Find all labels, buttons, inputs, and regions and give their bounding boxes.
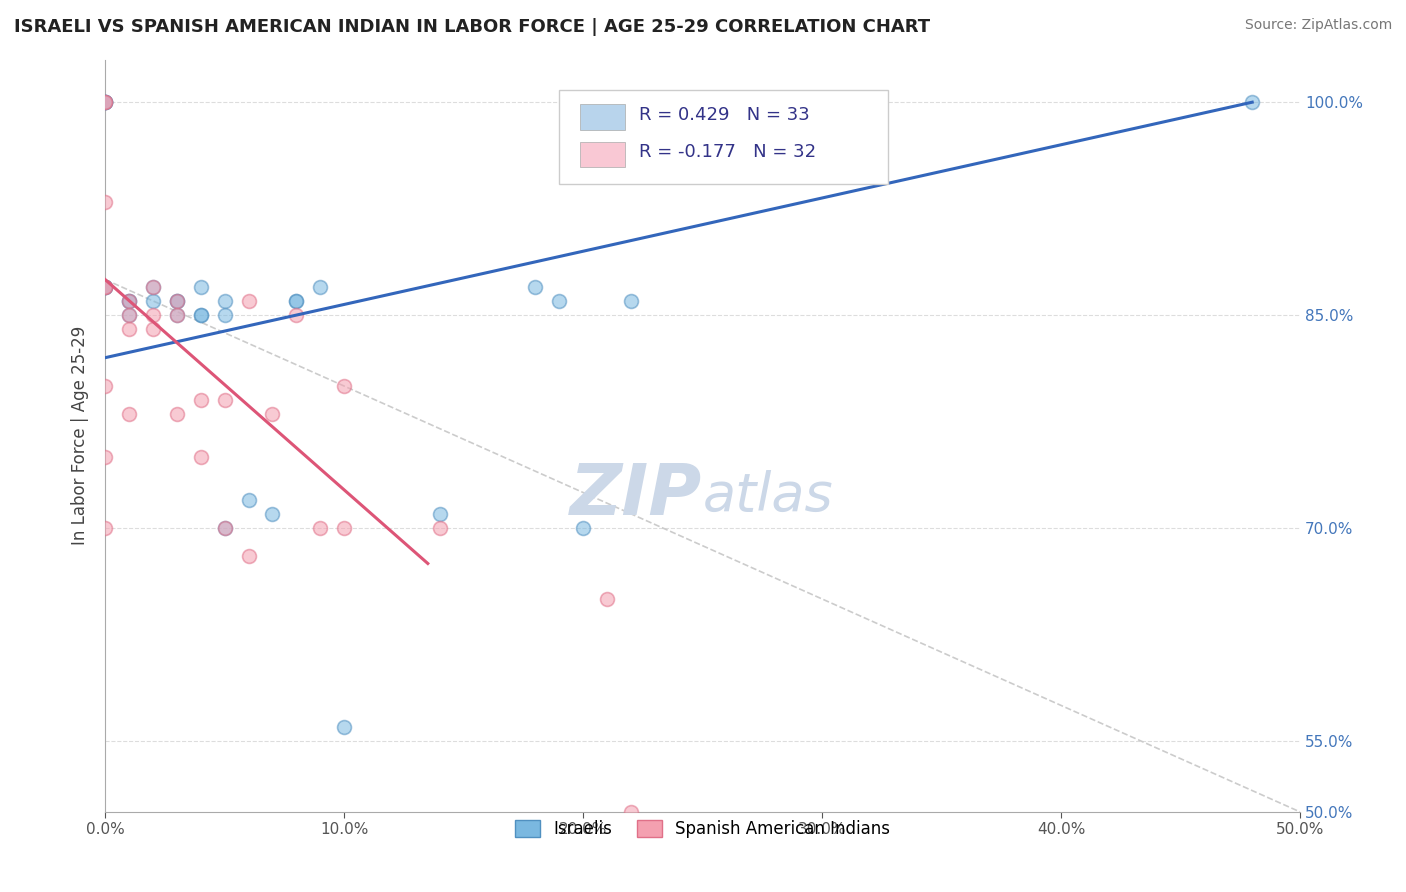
Point: [214, 308, 236, 322]
FancyBboxPatch shape: [579, 142, 624, 167]
Point: [429, 507, 451, 521]
Point: [94, 95, 117, 110]
Text: R = -0.177   N = 32: R = -0.177 N = 32: [640, 143, 817, 161]
Point: [94, 95, 117, 110]
Point: [94, 279, 117, 293]
Point: [190, 308, 212, 322]
Point: [166, 308, 188, 322]
Point: [262, 408, 284, 422]
Point: [190, 308, 212, 322]
Point: [142, 279, 165, 293]
FancyBboxPatch shape: [560, 90, 887, 184]
Point: [94, 95, 117, 110]
Point: [572, 521, 595, 535]
Point: [214, 521, 236, 535]
Point: [238, 293, 260, 308]
Point: [214, 521, 236, 535]
Point: [166, 293, 188, 308]
Point: [142, 279, 165, 293]
Point: [94, 194, 117, 209]
Point: [94, 279, 117, 293]
Point: [142, 308, 165, 322]
Point: [118, 293, 141, 308]
Point: [94, 279, 117, 293]
Point: [596, 591, 619, 606]
Text: ZIP: ZIP: [571, 461, 703, 531]
Point: [118, 293, 141, 308]
Point: [548, 293, 571, 308]
Point: [94, 95, 117, 110]
Point: [118, 308, 141, 322]
Point: [94, 95, 117, 110]
Point: [142, 322, 165, 336]
Point: [333, 379, 356, 393]
Text: R = 0.429   N = 33: R = 0.429 N = 33: [640, 105, 810, 123]
Point: [118, 293, 141, 308]
Point: [309, 279, 332, 293]
Point: [118, 408, 141, 422]
Point: [190, 279, 212, 293]
Point: [285, 308, 308, 322]
Point: [94, 450, 117, 464]
Point: [262, 507, 284, 521]
Point: [94, 279, 117, 293]
Text: Source: ZipAtlas.com: Source: ZipAtlas.com: [1244, 18, 1392, 32]
Point: [429, 521, 451, 535]
Point: [333, 720, 356, 734]
Point: [166, 408, 188, 422]
Point: [214, 393, 236, 408]
Point: [94, 379, 117, 393]
Point: [94, 279, 117, 293]
Point: [620, 293, 643, 308]
Y-axis label: In Labor Force | Age 25-29: In Labor Force | Age 25-29: [72, 326, 89, 545]
Point: [166, 293, 188, 308]
Point: [238, 549, 260, 564]
Point: [1241, 95, 1264, 110]
Point: [190, 393, 212, 408]
FancyBboxPatch shape: [579, 104, 624, 129]
Point: [524, 279, 547, 293]
Legend: Israelis, Spanish American Indians: Israelis, Spanish American Indians: [508, 814, 897, 845]
Point: [214, 293, 236, 308]
Point: [333, 521, 356, 535]
Point: [285, 293, 308, 308]
Point: [309, 521, 332, 535]
Point: [94, 95, 117, 110]
Text: ISRAELI VS SPANISH AMERICAN INDIAN IN LABOR FORCE | AGE 25-29 CORRELATION CHART: ISRAELI VS SPANISH AMERICAN INDIAN IN LA…: [14, 18, 931, 36]
Point: [285, 293, 308, 308]
Point: [94, 521, 117, 535]
Point: [142, 293, 165, 308]
Point: [118, 322, 141, 336]
Point: [166, 308, 188, 322]
Point: [166, 293, 188, 308]
Point: [190, 450, 212, 464]
Point: [238, 492, 260, 507]
Point: [118, 308, 141, 322]
Point: [620, 805, 643, 819]
Text: atlas: atlas: [703, 470, 834, 522]
